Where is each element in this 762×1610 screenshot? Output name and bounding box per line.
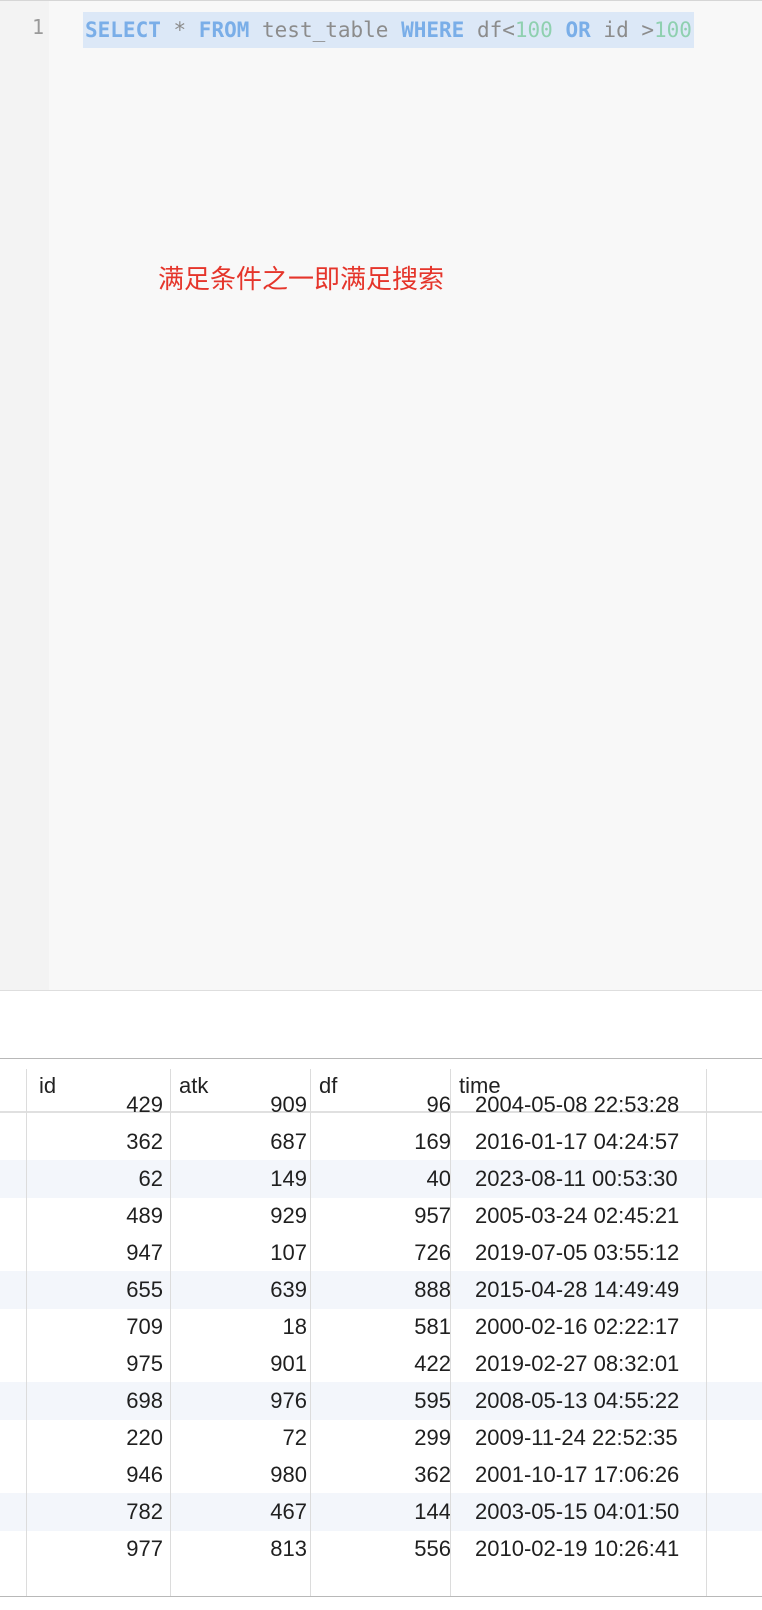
sql-token-kw: WHERE: [401, 18, 465, 42]
column-header-atk[interactable]: atk: [179, 1073, 209, 1098]
sql-editor[interactable]: 1 SELECT * FROM test_table WHERE df<100 …: [0, 1, 762, 990]
annotation-text: 满足条件之一即满足搜索: [158, 265, 445, 295]
cell-time[interactable]: 2003-05-15 04:01:50: [475, 1499, 680, 1524]
header-separator: [0, 1111, 762, 1113]
cell-atk[interactable]: 107: [270, 1240, 307, 1265]
column-divider: [310, 1069, 311, 1596]
cell-atk[interactable]: 980: [270, 1462, 307, 1487]
cell-id[interactable]: 698: [126, 1388, 163, 1413]
cell-df[interactable]: 40: [426, 1166, 451, 1191]
cell-atk[interactable]: 813: [270, 1536, 307, 1561]
results-grid[interactable]: id atk df time 429 909 96 2004-05-08 22:53:…: [0, 1059, 762, 1596]
sql-token-plain: test_table: [249, 18, 402, 42]
table-row[interactable]: 947 107 726 2019-07-05 03:55:12: [0, 1234, 762, 1272]
sql-token-kw: SELECT: [85, 18, 161, 42]
column-divider: [706, 1069, 707, 1596]
cell-time[interactable]: 2009-11-24 22:52:35: [475, 1425, 678, 1450]
cell-id[interactable]: 946: [126, 1462, 163, 1487]
cell-time[interactable]: 2019-02-27 08:32:01: [475, 1351, 680, 1376]
table-row[interactable]: 975 901 422 2019-02-27 08:32:01: [0, 1345, 762, 1383]
cell-atk[interactable]: 929: [270, 1203, 307, 1228]
cell-time[interactable]: 2001-10-17 17:06:26: [475, 1462, 680, 1487]
cell-atk[interactable]: 639: [270, 1277, 307, 1302]
table-row[interactable]: 489 929 957 2005-03-24 02:45:21: [0, 1197, 762, 1235]
cell-time[interactable]: 2010-02-19 10:26:41: [475, 1536, 680, 1561]
cell-time[interactable]: 2016-01-17 04:24:57: [475, 1129, 680, 1154]
cell-atk[interactable]: 467: [270, 1499, 307, 1524]
cell-df[interactable]: 581: [414, 1314, 451, 1339]
cell-df[interactable]: 422: [414, 1351, 451, 1376]
top-border: [0, 0, 762, 1]
cell-df[interactable]: 888: [414, 1277, 451, 1302]
cell-time[interactable]: 2005-03-24 02:45:21: [475, 1203, 680, 1228]
table-row[interactable]: 655 639 888 2015-04-28 14:49:49: [0, 1271, 762, 1309]
line-gutter: 1: [0, 1, 49, 990]
cell-atk[interactable]: 901: [270, 1351, 307, 1376]
bottom-border: [0, 1596, 762, 1597]
cell-id[interactable]: 489: [126, 1203, 163, 1228]
cell-df[interactable]: 144: [414, 1499, 451, 1524]
sql-token-plain: [553, 18, 566, 42]
sql-token-plain: id >: [590, 18, 654, 42]
cell-atk[interactable]: 909: [270, 1092, 307, 1117]
cell-time[interactable]: 2019-07-05 03:55:12: [475, 1240, 680, 1265]
cell-atk[interactable]: 149: [270, 1166, 307, 1191]
sql-token-plain: *: [160, 18, 199, 42]
sql-token-kw: OR: [565, 18, 591, 42]
table-row[interactable]: 62 149 40 2023-08-11 00:53:30: [0, 1160, 762, 1198]
cell-time[interactable]: 2015-04-28 14:49:49: [475, 1277, 680, 1302]
table-row[interactable]: 220 72 299 2009-11-24 22:52:35: [0, 1419, 762, 1457]
cell-df[interactable]: 957: [414, 1203, 451, 1228]
cell-atk[interactable]: 976: [270, 1388, 307, 1413]
cell-df[interactable]: 96: [426, 1092, 451, 1117]
column-divider: [26, 1069, 27, 1596]
column-divider: [450, 1069, 451, 1596]
results-header: id atk df time: [0, 1059, 762, 1111]
cell-df[interactable]: 362: [414, 1462, 451, 1487]
editor-divider: [0, 990, 762, 991]
cell-id[interactable]: 362: [126, 1129, 163, 1154]
sql-query-line[interactable]: SELECT * FROM test_table WHERE df<100 OR…: [83, 12, 694, 48]
cell-id[interactable]: 220: [126, 1425, 163, 1450]
cell-id[interactable]: 709: [126, 1314, 163, 1339]
cell-time[interactable]: 2004-05-08 22:53:28: [475, 1092, 680, 1117]
cell-atk[interactable]: 687: [270, 1129, 307, 1154]
cell-id[interactable]: 782: [126, 1499, 163, 1524]
table-row[interactable]: 946 980 362 2001-10-17 17:06:26: [0, 1456, 762, 1494]
cell-time[interactable]: 2008-05-13 04:55:22: [475, 1388, 680, 1413]
cell-id[interactable]: 429: [126, 1092, 163, 1117]
column-header-df[interactable]: df: [319, 1073, 338, 1098]
column-header-id[interactable]: id: [39, 1073, 57, 1098]
cell-id[interactable]: 62: [138, 1166, 163, 1191]
table-row[interactable]: 709 18 581 2000-02-16 02:22:17: [0, 1308, 762, 1346]
sql-token-num: 100: [654, 18, 692, 42]
table-row[interactable]: 977 813 556 2010-02-19 10:26:41: [0, 1530, 762, 1568]
table-row[interactable]: 362 687 169 2016-01-17 04:24:57: [0, 1123, 762, 1161]
cell-df[interactable]: 299: [414, 1425, 451, 1450]
cell-id[interactable]: 977: [126, 1536, 163, 1561]
cell-time[interactable]: 2023-08-11 00:53:30: [475, 1166, 678, 1191]
cell-time[interactable]: 2000-02-16 02:22:17: [475, 1314, 680, 1339]
line-number: 1: [31, 15, 44, 39]
sql-token-kw: FROM: [198, 18, 250, 42]
cell-df[interactable]: 595: [414, 1388, 451, 1413]
column-header-time[interactable]: time: [459, 1073, 501, 1098]
cell-df[interactable]: 726: [414, 1240, 451, 1265]
cell-df[interactable]: 169: [414, 1129, 451, 1154]
cell-id[interactable]: 975: [126, 1351, 163, 1376]
column-divider: [170, 1069, 171, 1596]
cell-id[interactable]: 655: [126, 1277, 163, 1302]
cell-atk[interactable]: 18: [282, 1314, 307, 1339]
table-row[interactable]: 782 467 144 2003-05-15 04:01:50: [0, 1493, 762, 1531]
results-divider: [0, 1058, 762, 1059]
table-row[interactable]: 698 976 595 2008-05-13 04:55:22: [0, 1382, 762, 1420]
cell-atk[interactable]: 72: [282, 1425, 307, 1450]
cell-df[interactable]: 556: [414, 1536, 451, 1561]
table-row[interactable]: 429 909 96 2004-05-08 22:53:28: [0, 1086, 762, 1124]
sql-token-num: 100: [514, 18, 553, 42]
cell-id[interactable]: 947: [126, 1240, 163, 1265]
sql-token-plain: df<: [464, 18, 515, 42]
